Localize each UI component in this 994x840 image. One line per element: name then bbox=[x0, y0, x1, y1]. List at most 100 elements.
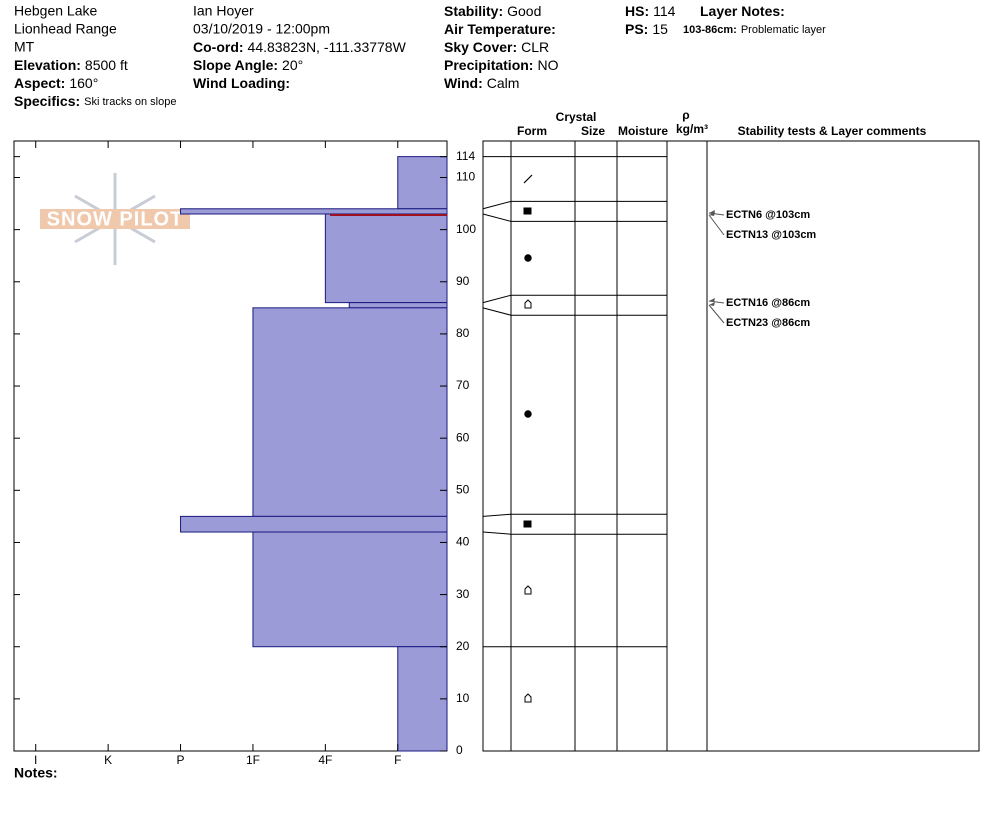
y-tick-label: 90 bbox=[456, 274, 470, 288]
logo-band bbox=[40, 209, 190, 229]
test-arrowhead bbox=[709, 212, 715, 216]
field-label: Aspect: bbox=[14, 75, 65, 91]
x-tick-label: K bbox=[104, 753, 112, 767]
test-arrowhead bbox=[709, 298, 715, 302]
y-tick-label: 40 bbox=[456, 535, 470, 549]
x-tick-label: I bbox=[34, 753, 37, 767]
field-label: PS: bbox=[625, 21, 648, 37]
test-arrow bbox=[708, 214, 725, 236]
field-value: NO bbox=[537, 57, 558, 73]
field-label: Precipitation: bbox=[444, 57, 533, 73]
field-label: 103-86cm: bbox=[683, 24, 737, 36]
y-tick-label: 70 bbox=[456, 378, 470, 392]
grain-forms bbox=[523, 174, 533, 703]
hardness-bar bbox=[180, 515, 448, 533]
datetime: 03/10/2019 - 12:00pm bbox=[193, 21, 330, 37]
layer-boundary bbox=[482, 294, 667, 304]
field-label: Slope Angle: bbox=[193, 57, 278, 73]
header-field: Slope Angle: 20° bbox=[193, 57, 303, 73]
y-tick-label: 50 bbox=[456, 482, 470, 496]
header-field: Aspect: 160° bbox=[14, 75, 98, 91]
col-header: Moisture bbox=[618, 124, 668, 138]
stability-test: ECTN23 @86cm bbox=[726, 317, 810, 329]
x-tick-label: 1F bbox=[246, 753, 260, 767]
field-value: 8500 ft bbox=[85, 57, 128, 73]
field-label: Elevation: bbox=[14, 57, 81, 73]
col-header: Form bbox=[517, 124, 547, 138]
header-field: HS: 114 bbox=[625, 3, 676, 19]
field-label: Wind: bbox=[444, 75, 483, 91]
test-arrowhead bbox=[709, 302, 715, 306]
field-label: Specifics: bbox=[14, 93, 80, 109]
field-value: Good bbox=[507, 3, 541, 19]
observer: Ian Hoyer bbox=[193, 3, 254, 19]
field-label: HS: bbox=[625, 3, 649, 19]
y-tick-label: 80 bbox=[456, 326, 470, 340]
layer-boundary bbox=[482, 200, 667, 210]
field-value: Calm bbox=[487, 75, 520, 91]
field-value: 20° bbox=[282, 57, 303, 73]
field-value: 160° bbox=[69, 75, 98, 91]
header-field: Sky Cover: CLR bbox=[444, 39, 549, 55]
header-field: Air Temperature: bbox=[444, 21, 556, 37]
x-tick-label: F bbox=[394, 753, 401, 767]
field-value: CLR bbox=[521, 39, 549, 55]
stability-test: ECTN6 @103cm bbox=[726, 209, 810, 221]
hardness-bar bbox=[252, 307, 448, 517]
hardness-bar bbox=[252, 531, 448, 648]
header-field: 103-86cm: Problematic layer bbox=[683, 24, 826, 36]
header-field: PS: 15 bbox=[625, 21, 668, 37]
field-value: Ski tracks on slope bbox=[84, 96, 176, 108]
field-value: 15 bbox=[652, 21, 668, 37]
header-field: Wind Loading: bbox=[193, 75, 290, 91]
site: MT bbox=[14, 39, 35, 55]
field-value: 44.83823N, -111.33778W bbox=[248, 39, 407, 55]
field-label: Air Temperature: bbox=[444, 21, 556, 37]
header-field: Precipitation: NO bbox=[444, 57, 559, 73]
site: Lionhead Range bbox=[14, 21, 117, 37]
layer-boundary bbox=[482, 531, 667, 535]
y-tick-label: 30 bbox=[456, 587, 470, 601]
hardness-bar bbox=[324, 213, 448, 304]
y-tick-label: 20 bbox=[456, 639, 470, 653]
layer-boundary bbox=[482, 307, 667, 316]
y-tick-label: 110 bbox=[456, 170, 475, 184]
table-frame bbox=[482, 140, 980, 752]
header-field: Co-ord: 44.83823N, -111.33778W bbox=[193, 39, 407, 55]
logo-text: SNOW PILOT bbox=[47, 208, 184, 230]
field-value: Problematic layer bbox=[741, 24, 826, 36]
header-field: Elevation: 8500 ft bbox=[14, 57, 128, 73]
col-header: ρ bbox=[682, 108, 689, 122]
stability-test: ECTN16 @86cm bbox=[726, 297, 810, 309]
col-header: Size bbox=[581, 124, 605, 138]
stability-test: ECTN13 @103cm bbox=[726, 229, 816, 241]
y-tick-label: 60 bbox=[456, 430, 470, 444]
layer-boundary bbox=[482, 213, 667, 222]
x-tick-label: 4F bbox=[318, 753, 332, 767]
field-label: Co-ord: bbox=[193, 39, 244, 55]
y-tick-label: 10 bbox=[456, 691, 470, 705]
site: Hebgen Lake bbox=[14, 3, 98, 19]
layer-boundary bbox=[482, 513, 667, 517]
hardness-bar bbox=[180, 208, 448, 215]
header-field: Specifics: Ski tracks on slope bbox=[14, 93, 176, 109]
header-field: Wind: Calm bbox=[444, 75, 519, 91]
test-arrow bbox=[708, 304, 725, 324]
table-columns bbox=[510, 141, 708, 751]
field-value: 114 bbox=[653, 3, 676, 19]
y-tick-label: 100 bbox=[456, 222, 476, 236]
notes-label: Notes: bbox=[14, 765, 58, 781]
header-field: Stability: Good bbox=[444, 3, 541, 19]
hardness-bar bbox=[397, 156, 448, 210]
field-label: Sky Cover: bbox=[444, 39, 517, 55]
col-header: Stability tests & Layer comments bbox=[738, 124, 927, 138]
field-label: Stability: bbox=[444, 3, 503, 19]
hardness-bar bbox=[397, 646, 448, 752]
y-tick-label: 0 bbox=[456, 743, 463, 757]
header-field: Layer Notes: bbox=[700, 3, 785, 19]
field-label: Layer Notes: bbox=[700, 3, 785, 19]
x-tick-label: P bbox=[177, 753, 185, 767]
hardness-bar bbox=[348, 302, 448, 309]
